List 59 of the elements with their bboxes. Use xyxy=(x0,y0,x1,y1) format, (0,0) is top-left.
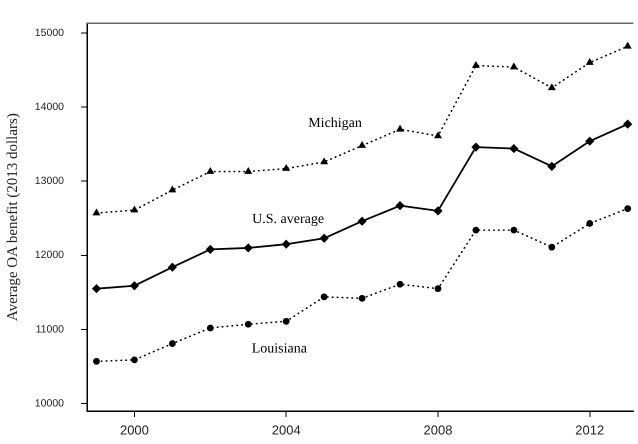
point xyxy=(206,166,214,174)
point xyxy=(358,294,366,302)
y-axis-title: Average OA benefit (2013 dollars) xyxy=(4,113,21,322)
point xyxy=(320,234,329,243)
point xyxy=(396,124,404,132)
point xyxy=(244,320,252,328)
y-tick-label: 13000 xyxy=(34,175,64,188)
point xyxy=(547,162,556,171)
point xyxy=(130,206,138,212)
point xyxy=(472,60,480,68)
point xyxy=(586,58,594,65)
point xyxy=(434,285,442,292)
x-tick-label: 2000 xyxy=(120,422,149,438)
point xyxy=(357,216,367,226)
series-label: Michigan xyxy=(308,116,362,131)
point xyxy=(623,120,632,129)
y-tick-label: 11000 xyxy=(36,323,64,336)
point xyxy=(282,164,290,171)
point xyxy=(130,281,140,290)
point xyxy=(585,136,594,146)
point xyxy=(206,324,214,332)
point xyxy=(434,131,442,138)
point xyxy=(510,226,518,234)
point xyxy=(131,356,138,364)
point xyxy=(433,206,443,216)
point xyxy=(471,142,481,152)
series-label: Louisiana xyxy=(252,341,308,356)
point xyxy=(244,166,252,174)
x-tick-label: 2008 xyxy=(424,422,452,438)
point xyxy=(244,243,253,253)
point xyxy=(586,220,594,227)
point xyxy=(320,293,328,300)
y-tick-label: 12000 xyxy=(34,249,64,262)
series-label: U.S. average xyxy=(252,212,324,228)
point xyxy=(509,144,518,154)
point xyxy=(358,141,366,148)
point xyxy=(168,262,177,272)
y-tick-label: 14000 xyxy=(34,100,64,113)
point xyxy=(206,244,215,254)
point xyxy=(472,226,480,234)
point xyxy=(624,205,632,212)
point xyxy=(624,42,632,49)
point xyxy=(282,240,291,249)
point xyxy=(395,201,405,210)
point xyxy=(92,208,100,216)
point xyxy=(320,157,328,164)
point xyxy=(282,318,290,325)
x-tick-label: 2012 xyxy=(575,422,604,438)
point xyxy=(168,340,176,347)
point xyxy=(548,244,556,251)
point xyxy=(510,62,518,70)
y-tick-label: 15000 xyxy=(34,26,64,39)
point xyxy=(93,358,100,365)
y-tick-label: 10000 xyxy=(34,397,64,410)
point xyxy=(92,284,102,294)
point xyxy=(168,185,176,192)
point xyxy=(548,83,556,90)
x-tick-label: 2004 xyxy=(272,422,301,438)
point xyxy=(396,280,404,288)
